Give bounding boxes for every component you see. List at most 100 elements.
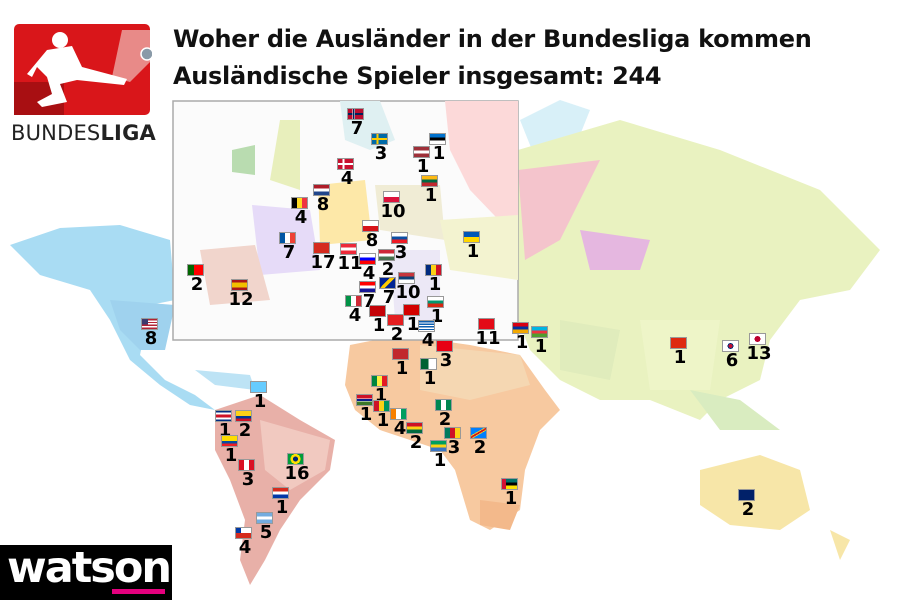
lithuania-flag-icon [421,175,438,187]
player-count: 4 [348,305,362,326]
belgium-flag-icon [291,197,308,209]
player-count: 4 [238,537,252,558]
cameroon-flag-icon [444,427,461,439]
player-count: 1 [673,347,687,368]
player-count: 1 [372,315,386,336]
player-count: 4 [421,330,435,351]
player-count: 4 [294,207,308,228]
player-count: 3 [394,242,408,263]
croatia-flag-icon [359,281,376,293]
asia [518,120,880,430]
player-count: 3 [447,437,461,458]
wordmark-bold: LIGA [100,121,156,145]
player-count: 4 [393,418,407,439]
watson-underline [112,589,165,594]
player-count: 1 [424,185,438,206]
player-count: 1 [406,314,420,335]
slovenia-flag-icon [359,253,376,265]
netherlands-flag-icon [313,184,330,196]
player-count: 3 [439,350,453,371]
france-flag-icon [279,232,296,244]
player-count: 1 [515,332,529,353]
turkey-flag-icon [478,318,495,330]
player-count: 7 [382,287,396,308]
player-count: 1 [275,497,289,518]
player-count: 8 [316,194,330,215]
player-count: 12 [228,289,254,310]
greece-flag-icon [418,320,435,332]
hungary-flag-icon [378,249,395,261]
usa-flag-icon [141,318,158,330]
page-title: Woher die Ausländer in der Bundesliga ko… [173,25,812,53]
morocco-flag-icon [392,348,409,360]
player-count: 17 [310,252,336,273]
player-count: 1 [224,445,238,466]
serbia-flag-icon [398,272,415,284]
player-count: 1 [359,404,373,425]
poland-flag-icon [383,191,400,203]
page-subtitle: Ausländische Spieler insgesamt: 244 [173,62,662,90]
player-count: 2 [473,437,487,458]
senegal-flag-icon [371,375,388,387]
slovakia-flag-icon [391,232,408,244]
colombia-flag-icon [235,410,252,422]
player-count: 1 [432,143,446,164]
ivory-coast-flag-icon [390,408,407,420]
montenegro-flag-icon [369,305,386,317]
player-count: 2 [190,274,204,295]
ecuador-flag-icon [221,435,238,447]
norway-flag-icon [347,108,364,120]
algeria-flag-icon [420,358,437,370]
gabon-flag-icon [430,440,447,452]
macedonia-flag-icon [403,304,420,316]
czech-republic-flag-icon [362,220,379,232]
player-count: 2 [438,409,452,430]
player-count: 2 [381,259,395,280]
bundesliga-logo [12,22,154,117]
player-count: 1 [253,391,267,412]
latvia-flag-icon [413,146,430,158]
italy-flag-icon [345,295,362,307]
watson-logo: watson [0,543,172,600]
player-count: 2 [238,420,252,441]
argentina-flag-icon [256,512,273,524]
player-count: 1 [534,336,548,357]
player-count: 3 [241,469,255,490]
portugal-flag-icon [187,264,204,276]
tunisia-flag-icon [436,340,453,352]
estonia-flag-icon [429,133,446,145]
peru-flag-icon [238,459,255,471]
player-count: 1 [504,488,518,509]
south-korea-flag-icon [722,340,739,352]
paraguay-flag-icon [272,487,289,499]
player-count: 8 [365,230,379,251]
azerbaijan-flag-icon [531,326,548,338]
switzerland-flag-icon [313,242,330,254]
brazil-flag-icon [287,453,304,465]
ghana-flag-icon [406,422,423,434]
player-count: 11 [475,328,501,349]
player-count: 10 [380,201,406,222]
spain-flag-icon [231,279,248,291]
player-count: 5 [259,522,273,543]
australia [700,455,850,560]
sweden-flag-icon [371,133,388,145]
player-count: 3 [374,143,388,164]
romania-flag-icon [425,264,442,276]
mozambique-flag-icon [501,478,518,490]
chile-flag-icon [235,527,252,539]
player-count: 2 [741,499,755,520]
player-count: 7 [350,118,364,139]
costa-rica-flag-icon [215,410,232,422]
albania-flag-icon [387,314,404,326]
player-count: 1 [395,358,409,379]
japan-flag-icon [749,333,766,345]
australia-flag-icon [738,489,755,501]
saint-lucia-flag-icon [250,381,267,393]
nigeria-flag-icon [435,399,452,411]
player-count: 1 [416,156,430,177]
bosnia-flag-icon [379,277,396,289]
player-count: 2 [390,324,404,345]
gambia-flag-icon [356,394,373,406]
player-count: 1 [428,274,442,295]
